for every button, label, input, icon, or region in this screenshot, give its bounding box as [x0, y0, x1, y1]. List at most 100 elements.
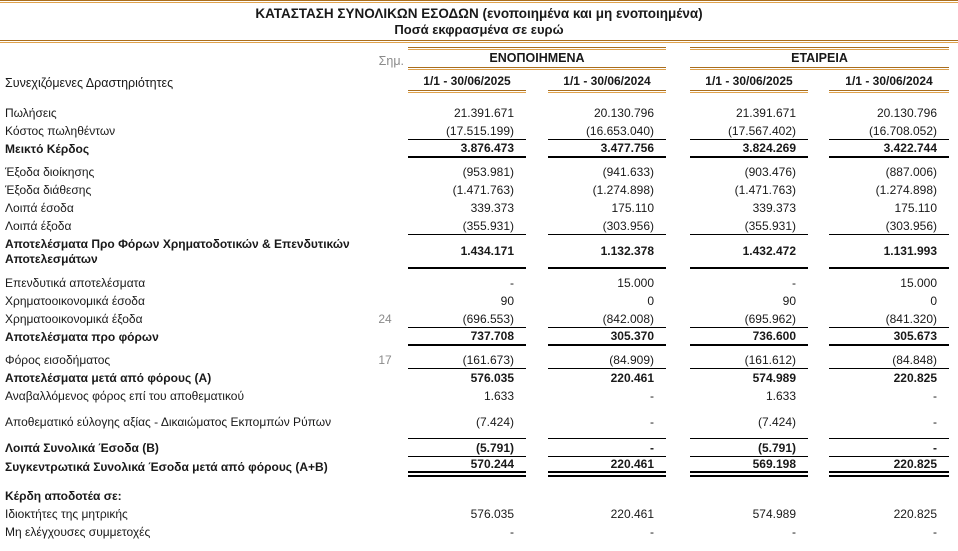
statement-table-body: Πωλήσεις 21.391.671 20.130.796 21.391.671 20…	[0, 104, 958, 541]
value-cell: 1.132.378	[548, 235, 666, 269]
table-row: Κέρδη αποδοτέα σε:	[0, 487, 958, 505]
value-cell: 0	[647, 294, 654, 308]
table-row: Έξοδα διάθεσης (1.471.763) (1.274.898) (1.4…	[0, 181, 958, 199]
period-header: 1/1 - 30/06/2025	[408, 71, 526, 93]
value-cell: (1.274.898)	[875, 183, 937, 197]
value-cell: (84.909)	[548, 351, 666, 369]
column-group-header-row: Σημ. ΕΝΟΠΟΙΗΜΕΝΑ ΕΤΑΙΡΕΙΑ	[0, 47, 958, 70]
table-row: Αποτελέσματα μετά από φόρους (Α) 576.035 2…	[0, 369, 958, 387]
value-cell: 175.110	[894, 201, 938, 215]
row-label: Λοιπά Συνολικά Έσοδα (Β)	[5, 440, 159, 455]
value-cell: -	[829, 439, 949, 457]
value-cell: 21.391.671	[735, 106, 796, 120]
table-row: Αναβαλλόμενος φόρος επί του αποθεματικού…	[0, 387, 958, 405]
row-label: Αποτελέσματα Προ Φόρων Χρηματοδοτικών & …	[5, 237, 350, 266]
row-label: Μη ελέγχουσες συμμετοχές	[5, 524, 151, 539]
value-cell: 570.244	[408, 457, 526, 477]
table-row: Φόρος εισοδήματος 17 (161.673) (84.909) (161…	[0, 351, 958, 369]
value-cell: 21.391.671	[453, 106, 514, 120]
table-row: Μεικτό Κέρδος 3.876.473 3.477.756 3.824.269…	[0, 140, 958, 158]
note-ref	[362, 104, 408, 122]
value-cell: 1.131.993	[829, 235, 949, 269]
value-cell: 1.633	[483, 389, 514, 403]
row-label: Επενδυτικά αποτελέσματα	[5, 275, 146, 290]
note-ref: 17	[378, 353, 392, 367]
value-cell: 736.600	[690, 328, 808, 346]
note-ref	[362, 439, 408, 457]
value-cell: (903.476)	[744, 165, 796, 179]
period-header: 1/1 - 30/06/2025	[690, 71, 808, 93]
row-label: Ιδιοκτήτες της μητρικής	[5, 506, 128, 521]
value-cell: -	[650, 389, 654, 403]
statement-subtitle: Ποσά εκφρασμένα σε ευρώ	[394, 22, 564, 37]
value-cell: 220.825	[893, 371, 937, 385]
note-ref	[362, 140, 408, 158]
row-label: Μεικτό Κέρδος	[5, 141, 90, 156]
value-cell: 574.989	[752, 507, 796, 521]
value-cell: (355.931)	[408, 217, 526, 235]
row-label: Λοιπά έξοδα	[5, 218, 72, 233]
group-header-company: ΕΤΑΙΡΕΙΑ	[690, 47, 949, 70]
value-cell: 220.461	[610, 507, 654, 521]
table-row: Λοιπά έσοδα 339.373 175.110 339.373 175.110	[0, 199, 958, 217]
note-ref	[362, 328, 408, 346]
table-row: Λοιπά έξοδα (355.931) (303.956) (355.931) (3…	[0, 217, 958, 235]
top-orange-rule	[0, 0, 958, 3]
value-cell: (1.274.898)	[592, 183, 654, 197]
value-cell: -	[792, 525, 796, 539]
row-label: Χρηματοοικονομικά έσοδα	[5, 293, 145, 308]
table-row: Πωλήσεις 21.391.671 20.130.796 21.391.671 20…	[0, 104, 958, 122]
value-cell: (941.633)	[602, 165, 654, 179]
period-rule	[690, 90, 808, 93]
period-rule	[829, 90, 949, 93]
table-row: Λοιπά Συνολικά Έσοδα (Β) (5.791) - (5.791) -	[0, 439, 958, 457]
value-cell: (953.981)	[462, 165, 514, 179]
period-rule	[408, 90, 526, 93]
value-cell: 3.824.269	[690, 140, 808, 158]
value-cell: (887.006)	[885, 165, 937, 179]
row-label: Χρηματοοικονομικά έξοδα	[5, 311, 143, 326]
period-header-row: Συνεχιζόμενες Δραστηριότητες 1/1 - 30/06…	[0, 71, 958, 93]
value-cell: 175.110	[611, 201, 655, 215]
table-row: Αποθεματικό εύλογης αξίας - Δικαιώματος …	[0, 405, 958, 439]
value-cell: (696.553)	[408, 310, 526, 328]
value-cell: 90	[500, 294, 514, 308]
value-cell: -	[548, 439, 666, 457]
value-cell: 305.673	[829, 328, 949, 346]
value-cell: (16.708.052)	[829, 122, 949, 140]
note-ref	[362, 235, 408, 269]
row-label: Πωλήσεις	[5, 105, 57, 120]
value-cell: -	[510, 525, 514, 539]
note-ref: 24	[378, 312, 392, 326]
value-cell: (161.673)	[408, 351, 526, 369]
table-row: Ιδιοκτήτες της μητρικής 576.035 220.461 574…	[0, 505, 958, 523]
value-cell: 20.130.796	[876, 106, 937, 120]
table-row: Χρηματοοικονομικά έσοδα 90 0 90 0	[0, 292, 958, 310]
group-rule-bottom	[408, 67, 666, 70]
note-ref	[362, 523, 408, 541]
value-cell: (17.515.199)	[408, 122, 526, 140]
value-cell: (5.791)	[690, 439, 808, 457]
value-cell: (7.424)	[408, 405, 526, 439]
value-cell: 3.876.473	[408, 140, 526, 158]
value-cell: -	[548, 405, 666, 439]
value-cell: (695.962)	[690, 310, 808, 328]
value-cell: (1.471.763)	[734, 183, 796, 197]
row-label: Κόστος πωληθέντων	[5, 123, 116, 138]
group-rule-top	[408, 47, 666, 50]
value-cell: -	[933, 389, 937, 403]
note-ref	[362, 457, 408, 477]
note-column-header: Σημ.	[378, 54, 404, 68]
value-cell: (841.320)	[829, 310, 949, 328]
row-label: Αποτελέσματα προ φόρων	[5, 329, 159, 344]
row-label: Έξοδα διοίκησης	[5, 164, 95, 179]
value-cell: 220.461	[610, 371, 654, 385]
value-cell: 574.989	[752, 371, 796, 385]
value-cell: 220.461	[548, 457, 666, 477]
row-label: Φόρος εισοδήματος	[5, 352, 111, 367]
value-cell: -	[933, 525, 937, 539]
note-ref	[362, 199, 408, 217]
row-label: Λοιπά έσοδα	[5, 200, 74, 215]
table-row: Έξοδα διοίκησης (953.981) (941.633) (903.47…	[0, 163, 958, 181]
statement-title: ΚΑΤΑΣΤΑΣΗ ΣΥΝΟΛΙΚΩΝ ΕΣΟΔΩΝ (ενοποιημένα …	[255, 6, 703, 21]
